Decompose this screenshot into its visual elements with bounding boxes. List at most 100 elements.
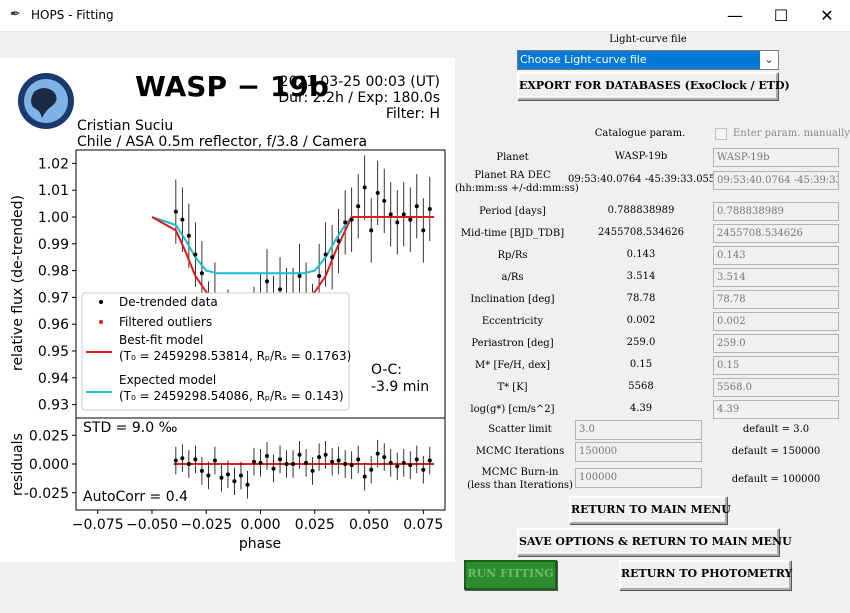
- residual-point: [388, 460, 393, 465]
- return-main-menu-button[interactable]: RETURN TO MAIN MENU: [569, 496, 731, 524]
- param-manual-input[interactable]: 0.15: [713, 356, 839, 375]
- param-manual-input[interactable]: 0.143: [713, 246, 839, 265]
- residual-point: [186, 462, 191, 466]
- param-label-line: Eccentricity: [481, 316, 544, 327]
- residual-point: [304, 460, 309, 465]
- x-tick-label: −0.025: [180, 517, 232, 533]
- scatter-limit-input[interactable]: 3.0: [575, 420, 702, 440]
- data-point: [323, 252, 328, 257]
- data-point: [369, 228, 374, 233]
- residual-point: [323, 452, 328, 457]
- data-point: [421, 228, 426, 233]
- save-return-main-menu-button[interactable]: SAVE OPTIONS & RETURN TO MAIN MENU: [517, 528, 792, 556]
- lc-file-label: Light-curve file: [609, 34, 687, 45]
- param-manual-input[interactable]: 4.39: [713, 400, 839, 419]
- y-tick-label-main: 0.94: [38, 371, 69, 387]
- minimize-button[interactable]: —: [727, 6, 743, 25]
- residual-point: [206, 473, 211, 478]
- data-point: [362, 185, 367, 190]
- residual-point: [421, 467, 426, 472]
- x-tick-label: 0.050: [349, 517, 389, 533]
- param-manual-input[interactable]: 5568.0: [713, 378, 839, 397]
- param-label: T* [K]: [455, 381, 570, 394]
- residual-point: [193, 457, 198, 462]
- residual-point: [219, 475, 224, 480]
- residual-point: [212, 458, 217, 463]
- data-point: [388, 212, 393, 217]
- manual-params-checkbox[interactable]: [715, 128, 727, 140]
- param-label: Planet: [455, 151, 570, 164]
- y-tick-label-main: 0.97: [38, 290, 69, 306]
- maximize-button[interactable]: ☐: [773, 6, 789, 25]
- param-manual-input[interactable]: 259.0: [713, 334, 839, 353]
- autocorr-label: AutoCorr = 0.4: [83, 489, 188, 505]
- param-catalogue-value: 2455708.534626: [598, 227, 684, 238]
- lc-file-select[interactable]: [517, 50, 779, 70]
- data-point: [186, 233, 191, 238]
- param-manual-input[interactable]: 3.514: [713, 268, 839, 287]
- param-label: Inclination [deg]: [455, 293, 570, 306]
- param-label: M* [Fe/H, dex]: [455, 359, 570, 372]
- y-axis-label-residuals: residuals: [10, 433, 26, 496]
- data-point: [180, 217, 185, 222]
- legend-expected-params: (T₀ = 2459298.54086, Rₚ/Rₛ = 0.143): [119, 389, 344, 403]
- param-label: Period [days]: [455, 205, 570, 218]
- data-point: [330, 255, 335, 260]
- y-tick-label-main: 0.99: [38, 237, 69, 253]
- param-manual-input[interactable]: 0.788838989: [713, 202, 839, 221]
- param-manual-input[interactable]: 09:53:40.0764 -45:39:33.055: [713, 171, 839, 190]
- data-point: [343, 220, 348, 225]
- manual-params-label: Enter param. manually: [733, 128, 850, 139]
- y-tick-label-main: 0.96: [38, 317, 69, 333]
- legend-data-marker: [99, 300, 103, 304]
- residual-point: [349, 463, 354, 468]
- mcmc-burnin-input[interactable]: 100000: [575, 468, 702, 488]
- residual-point: [271, 466, 276, 471]
- residual-point: [232, 479, 237, 484]
- param-label-line: M* [Fe/H, dex]: [475, 360, 550, 371]
- data-point: [317, 273, 322, 278]
- param-manual-input[interactable]: 0.002: [713, 312, 839, 331]
- chevron-down-icon[interactable]: ⌄: [760, 51, 778, 69]
- export-databases-button[interactable]: EXPORT FOR DATABASES (ExoClock / ETD): [517, 72, 790, 100]
- residual-point: [258, 460, 263, 465]
- param-catalogue-value: 0.15: [629, 359, 653, 370]
- param-label: a/Rs: [455, 271, 570, 284]
- x-tick-label: 0.075: [403, 517, 443, 533]
- residual-point: [343, 462, 348, 466]
- run-fitting-button[interactable]: RUN FITTING: [464, 560, 557, 590]
- legend-outliers-label: Filtered outliers: [119, 315, 212, 329]
- residual-point: [401, 460, 406, 465]
- residual-point: [265, 453, 270, 458]
- residual-point: [284, 462, 289, 466]
- x-tick-label: −0.075: [72, 517, 124, 533]
- param-manual-input[interactable]: 78.78: [713, 290, 839, 309]
- y-tick-label-main: 0.95: [38, 344, 69, 360]
- light-curve-figure: WASP − 19b 2021-03-25 00:03 (UT) Dur: 2.…: [10, 70, 446, 552]
- lc-file-select-value[interactable]: Choose Light-curve file: [520, 53, 647, 66]
- data-point: [395, 220, 400, 225]
- residual-point: [408, 463, 413, 468]
- legend-detrended-label: De-trended data: [119, 295, 218, 309]
- param-catalogue-value: 3.514: [626, 271, 656, 282]
- y-tick-label-residual: 0.025: [29, 428, 69, 444]
- param-catalogue-value: 4.39: [629, 403, 653, 414]
- data-point: [265, 279, 270, 284]
- mcmc-iterations-input[interactable]: 150000: [575, 442, 702, 462]
- close-button[interactable]: ✕: [820, 6, 834, 25]
- param-manual-input[interactable]: WASP-19b: [713, 148, 839, 167]
- param-label-line: T* [K]: [497, 382, 528, 393]
- oc-value: -3.9 min: [371, 379, 429, 395]
- return-photometry-button[interactable]: RETURN TO PHOTOMETRY: [619, 560, 792, 590]
- residual-point: [362, 474, 367, 479]
- residual-point: [369, 467, 374, 472]
- param-label-line: a/Rs: [501, 272, 524, 283]
- legend-bestfit-label: Best-fit model: [119, 333, 203, 347]
- residual-point: [336, 458, 341, 463]
- residual-point: [291, 462, 296, 466]
- obs-datetime: 2021-03-25 00:03 (UT): [280, 74, 440, 90]
- param-manual-input[interactable]: 2455708.534626: [713, 224, 839, 243]
- param-catalogue-value: WASP-19b: [614, 151, 668, 162]
- mcmc-burnin-label: MCMC Burn-in: [481, 467, 559, 478]
- param-label: Eccentricity: [455, 315, 570, 328]
